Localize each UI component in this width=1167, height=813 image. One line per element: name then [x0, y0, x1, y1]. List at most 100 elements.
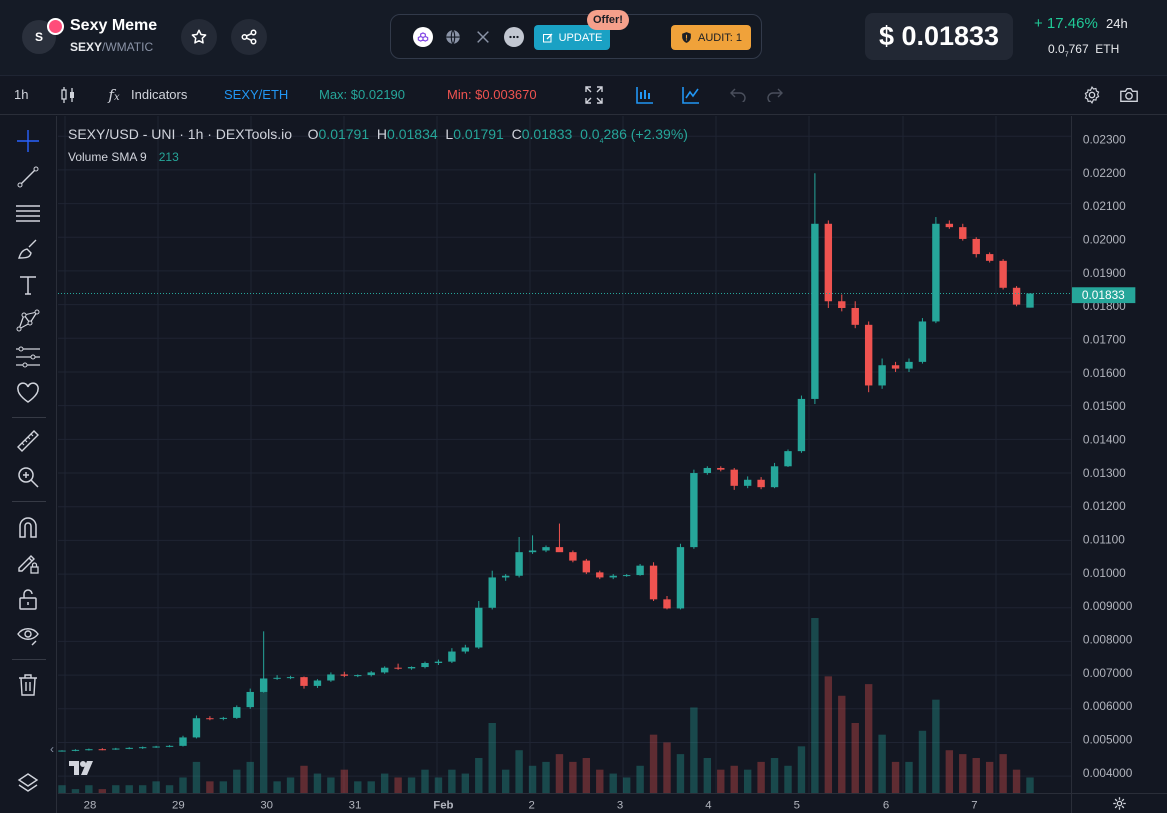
offer-badge[interactable]: Offer! — [587, 10, 629, 30]
volume-bar — [757, 761, 765, 793]
share-button[interactable] — [231, 19, 267, 55]
object-tree-layers-icon[interactable] — [14, 769, 42, 797]
update-info-button[interactable]: UPDATE — [534, 25, 610, 50]
volume-bar — [690, 707, 698, 793]
candle-body — [421, 662, 429, 668]
collapse-arrow-icon[interactable]: ‹ — [50, 742, 54, 756]
pair-toggle[interactable]: SEXY/ETH — [224, 87, 289, 102]
price-tick-label: 0.02100 — [1083, 199, 1126, 213]
candle-body — [918, 321, 927, 362]
candle-body — [555, 547, 564, 553]
brush-icon[interactable] — [14, 235, 42, 263]
axis-settings-button[interactable] — [1071, 793, 1167, 813]
candle-body — [676, 547, 685, 609]
eye-visibility-icon[interactable] — [14, 621, 42, 649]
volume-bar — [717, 769, 725, 793]
volume-legend: Volume SMA 9 213 — [68, 150, 179, 164]
price-tick-label: 0.02200 — [1083, 166, 1126, 180]
candle-body — [475, 607, 483, 648]
tradingview-logo-icon[interactable] — [68, 760, 96, 776]
indicators-button[interactable]: Indicators — [131, 87, 188, 102]
candle-body — [367, 672, 375, 676]
volume-bar — [138, 785, 147, 793]
volume-bar — [380, 773, 389, 793]
candle-body — [824, 223, 833, 302]
volume-bar — [878, 734, 886, 793]
series-title: SEXY/USD - UNI · 1h · DEXTools.io — [68, 126, 293, 142]
volume-bar — [85, 785, 93, 793]
website-globe-icon[interactable] — [443, 27, 463, 47]
volume-bar — [421, 769, 429, 793]
measure-lines-icon[interactable] — [14, 343, 42, 371]
volume-bar — [985, 761, 994, 793]
horizontal-lines-icon[interactable] — [14, 199, 42, 227]
price-tick-label: 0.01900 — [1083, 266, 1126, 280]
token-header: S Sexy Meme SEXY/WMATIC UPDATE Offer! AU… — [0, 0, 1167, 76]
x-twitter-icon[interactable] — [473, 27, 493, 47]
volume-bar — [501, 769, 510, 793]
fx-indicators-icon[interactable]: fx — [108, 86, 120, 104]
volume-bar — [475, 758, 483, 793]
candle-body — [112, 748, 120, 750]
price-axis[interactable]: 0.02300 0.02200 0.02100 0.02000 0.01900 0.018… — [1071, 116, 1167, 793]
volume-bar — [743, 769, 752, 793]
update-label: UPDATE — [558, 31, 603, 44]
trend-line-icon[interactable] — [14, 163, 42, 191]
more-links-icon[interactable] — [504, 27, 524, 47]
volume-bar — [811, 618, 819, 793]
volume-bar — [824, 676, 833, 793]
open-value: 0.01791 — [318, 126, 370, 142]
volume-bar — [461, 773, 470, 793]
volume-bar — [730, 765, 738, 793]
ruler-icon[interactable] — [14, 427, 42, 455]
line-chart-icon[interactable] — [681, 85, 701, 105]
candle-body — [891, 365, 900, 369]
lock-drawing-icon[interactable] — [14, 549, 42, 577]
magnet-icon[interactable] — [14, 513, 42, 541]
candle-body — [985, 254, 994, 261]
redo-icon[interactable] — [765, 85, 785, 105]
volume-bar — [542, 761, 550, 793]
candle-body — [999, 260, 1007, 288]
candle-body — [757, 479, 765, 488]
candle-body — [811, 223, 819, 399]
polygon-chain-icon[interactable] — [413, 27, 433, 47]
volume-bar — [582, 758, 591, 793]
crosshair-icon[interactable] — [14, 127, 42, 155]
time-axis[interactable]: 28 29 30 31 Feb 2 3 4 5 6 7 — [58, 793, 1071, 813]
volume-bar — [327, 777, 335, 793]
trades-chart-icon[interactable] — [635, 85, 655, 105]
favorite-button[interactable] — [181, 19, 217, 55]
camera-snapshot-icon[interactable] — [1119, 85, 1139, 105]
high-value: 0.01834 — [387, 126, 438, 142]
candle-type-icon[interactable] — [58, 85, 78, 105]
unlock-icon[interactable] — [14, 585, 42, 613]
candle-body — [354, 675, 362, 677]
zoom-in-icon[interactable] — [14, 463, 42, 491]
volume-bar — [999, 754, 1007, 793]
price-tick-label: 0.02300 — [1083, 132, 1126, 146]
price-tick-label: 0.007000 — [1083, 666, 1133, 680]
trash-icon[interactable] — [14, 671, 42, 699]
price-chart[interactable] — [58, 116, 1071, 793]
heart-icon[interactable] — [14, 379, 42, 407]
volume-bar — [98, 789, 107, 793]
candle-body — [663, 599, 671, 609]
low-value: 0.01791 — [453, 126, 504, 142]
text-tool-icon[interactable] — [14, 271, 42, 299]
fullscreen-icon[interactable] — [584, 85, 604, 105]
interval-select[interactable]: 1h — [14, 87, 29, 102]
candle-body — [717, 467, 725, 470]
max-price: Max: $0.02190 — [319, 87, 406, 102]
tool-divider — [12, 501, 46, 502]
price-tick-label: 0.006000 — [1083, 699, 1133, 713]
candle-body — [649, 565, 658, 600]
audit-label: AUDIT: 1 — [697, 31, 742, 44]
pattern-tool-icon[interactable] — [14, 307, 42, 335]
settings-gear-icon[interactable] — [1082, 85, 1102, 105]
candle-body — [461, 647, 470, 652]
audit-button[interactable]: AUDIT: 1 — [671, 25, 751, 50]
undo-icon[interactable] — [728, 85, 748, 105]
volume-bar — [112, 785, 120, 793]
volume-bar — [838, 695, 846, 793]
